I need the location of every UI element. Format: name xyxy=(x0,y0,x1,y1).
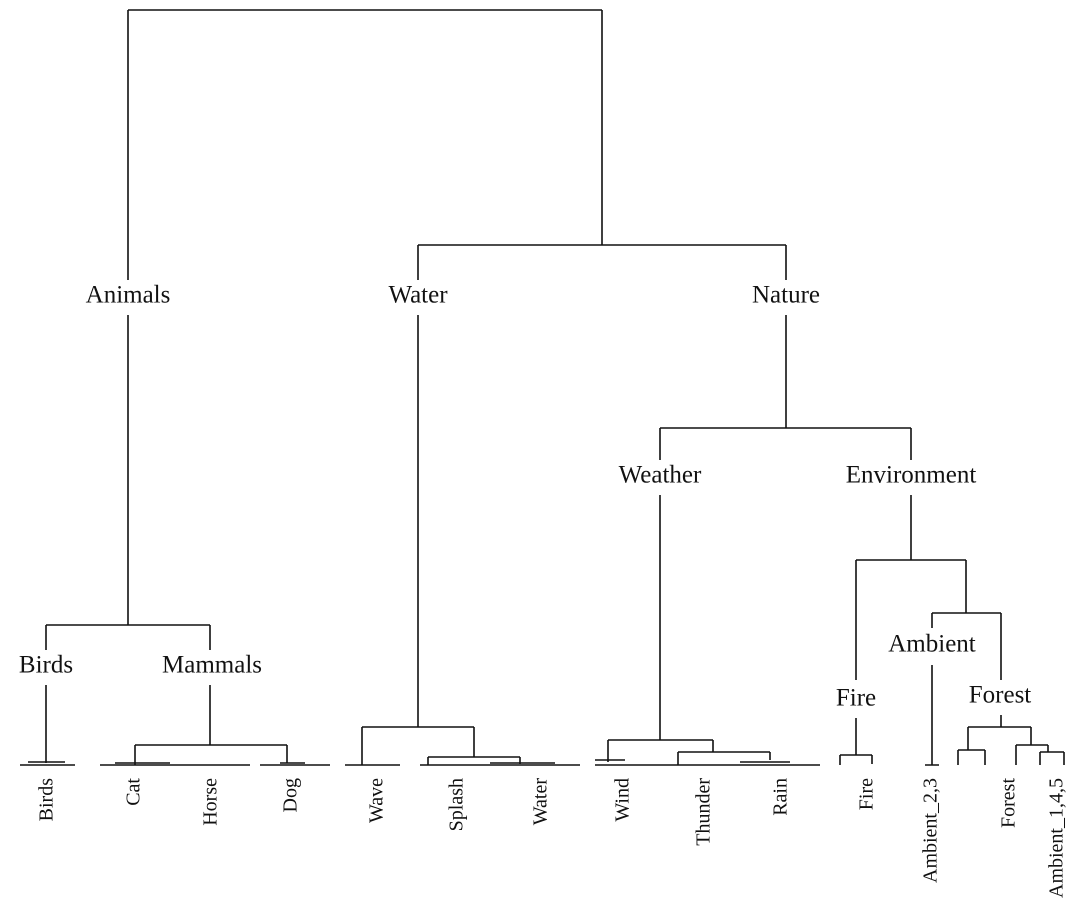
leaf-label: Fire xyxy=(856,778,878,810)
leaf-labels: Birds Cat Horse Dog Wave Splash Water Wind Thund… xyxy=(36,778,1068,898)
leaf-label: Ambient_2,3 xyxy=(920,778,942,883)
leaf-label: Wave xyxy=(366,778,388,823)
node-label: Weather xyxy=(619,462,702,489)
node-label: Environment xyxy=(846,462,977,489)
leaf-label: Rain xyxy=(770,778,792,816)
node-label: Ambient xyxy=(888,631,976,658)
leaf-label: Forest xyxy=(998,778,1020,828)
node-label: Nature xyxy=(752,282,820,309)
leaf-label: Water xyxy=(530,778,552,826)
leaf-label: Horse xyxy=(200,778,222,826)
leaf-label: Thunder xyxy=(693,778,715,846)
node-label: Animals xyxy=(86,282,171,309)
node-label: Mammals xyxy=(162,652,262,679)
leaf-label: Wind xyxy=(612,778,634,822)
leaf-label: Birds xyxy=(36,778,58,822)
tree-branches xyxy=(20,9,1065,766)
node-label: Birds xyxy=(19,652,73,679)
node-label: Fire xyxy=(836,685,876,712)
leaf-label: Dog xyxy=(280,778,302,812)
node-label: Forest xyxy=(969,682,1032,709)
leaf-label: Cat xyxy=(123,778,145,806)
node-label: Water xyxy=(388,282,448,309)
leaf-label: Ambient_1,4,5 xyxy=(1046,778,1068,898)
leaf-label: Splash xyxy=(446,778,468,831)
